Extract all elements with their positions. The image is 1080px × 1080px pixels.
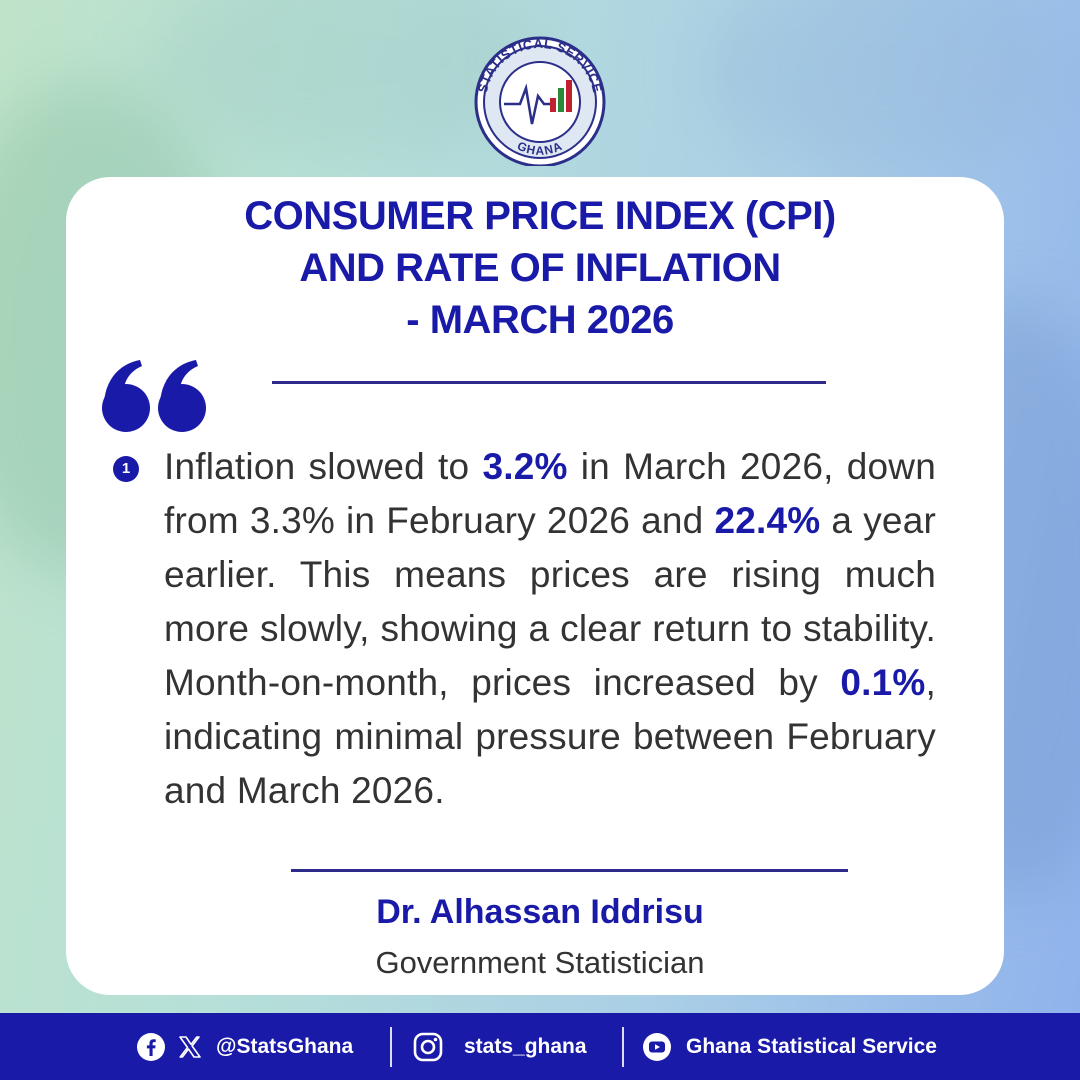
highlight-rate-monthly: 0.1% (840, 662, 926, 703)
facebook-icon (137, 1032, 165, 1061)
title-line-1: CONSUMER PRICE INDEX (CPI) (244, 194, 836, 238)
footer-handle-youtube: Ghana Statistical Service (686, 1034, 937, 1058)
title-line-2: AND RATE OF INFLATION (299, 246, 781, 290)
signature-divider (291, 869, 848, 872)
x-icon (179, 1035, 201, 1058)
footer-separator (390, 1027, 392, 1067)
footer-separator (622, 1027, 624, 1067)
body-text-2: in March 2026, down from 3.3% in Februar… (164, 446, 936, 541)
page-title: CONSUMER PRICE INDEX (CPI) AND RATE OF I… (0, 190, 1080, 346)
body-text-3: a year earlier. This means prices are ri… (164, 500, 937, 703)
signature-role: Government Statistician (375, 945, 705, 980)
quote-card (66, 177, 1004, 995)
footer-bar: @StatsGhana stats_ghana Ghana Statistica… (0, 1013, 1080, 1080)
body-text-1: Inflation slowed to (164, 446, 483, 487)
footer-fb-x[interactable]: @StatsGhana (136, 1013, 353, 1080)
body-text-4: , indicating minimal pressure between Fe… (164, 662, 936, 811)
highlight-rate-year-earlier: 22.4% (714, 500, 821, 541)
logo-bottom-text: GHANA (515, 139, 564, 158)
bullet-number: 1 (113, 456, 139, 482)
footer-handle-fb-x: @StatsGhana (216, 1034, 354, 1058)
footer-youtube[interactable]: Ghana Statistical Service (642, 1013, 937, 1080)
youtube-icon (643, 1032, 671, 1061)
footer-instagram[interactable]: stats_ghana (412, 1013, 587, 1080)
svg-text:GHANA: GHANA (515, 139, 565, 158)
body-paragraph: Inflation slowed to 3.2% in March 2026, … (164, 440, 936, 818)
quote-icon (102, 360, 206, 432)
footer-handle-instagram: stats_ghana (464, 1034, 587, 1058)
signature-name: Dr. Alhassan Iddrisu (376, 893, 704, 931)
highlight-rate-march: 3.2% (482, 446, 568, 487)
gss-logo: STATISTICAL SERVICE GHANA (474, 36, 606, 166)
title-divider (272, 381, 826, 384)
instagram-icon (413, 1032, 443, 1061)
title-line-3: - MARCH 2026 (406, 298, 674, 342)
